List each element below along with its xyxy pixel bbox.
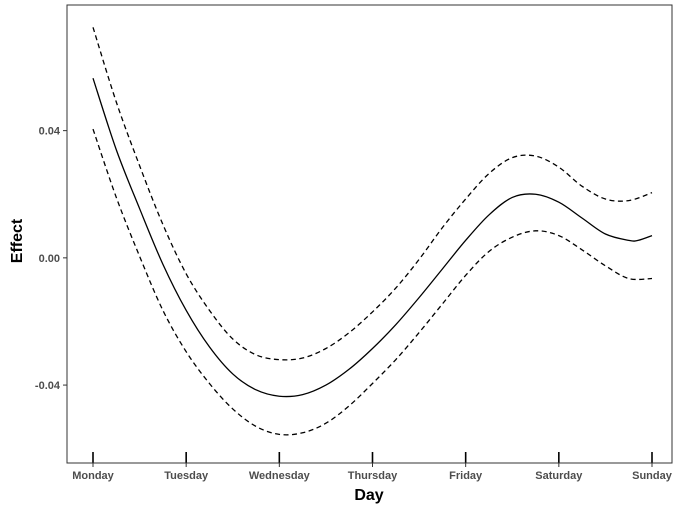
y-axis-title: Effect xyxy=(9,218,26,263)
x-tick-label: Saturday xyxy=(535,470,583,482)
x-tick-label: Tuesday xyxy=(164,470,209,482)
plot-panel-border xyxy=(66,4,673,464)
x-tick-label: Sunday xyxy=(632,470,673,482)
x-tick-label: Monday xyxy=(72,470,114,482)
lower-confidence-line xyxy=(92,128,653,436)
x-tick-label: Wednesday xyxy=(249,470,311,482)
y-axis: -0.04 0.00 0.04 xyxy=(35,126,67,392)
y-tick-label: -0.04 xyxy=(35,380,61,392)
series-layer xyxy=(92,27,653,436)
x-tick-label: Thursday xyxy=(348,470,398,482)
y-tick-label: 0.04 xyxy=(39,126,61,138)
x-tick-label: Friday xyxy=(449,470,483,482)
y-tick-label: 0.00 xyxy=(39,253,60,265)
effect-line xyxy=(92,77,653,398)
upper-confidence-line xyxy=(92,27,653,361)
x-axis-title: Day xyxy=(354,487,383,504)
x-axis: Monday Tuesday Wednesday Thursday Friday Satu… xyxy=(72,452,673,482)
